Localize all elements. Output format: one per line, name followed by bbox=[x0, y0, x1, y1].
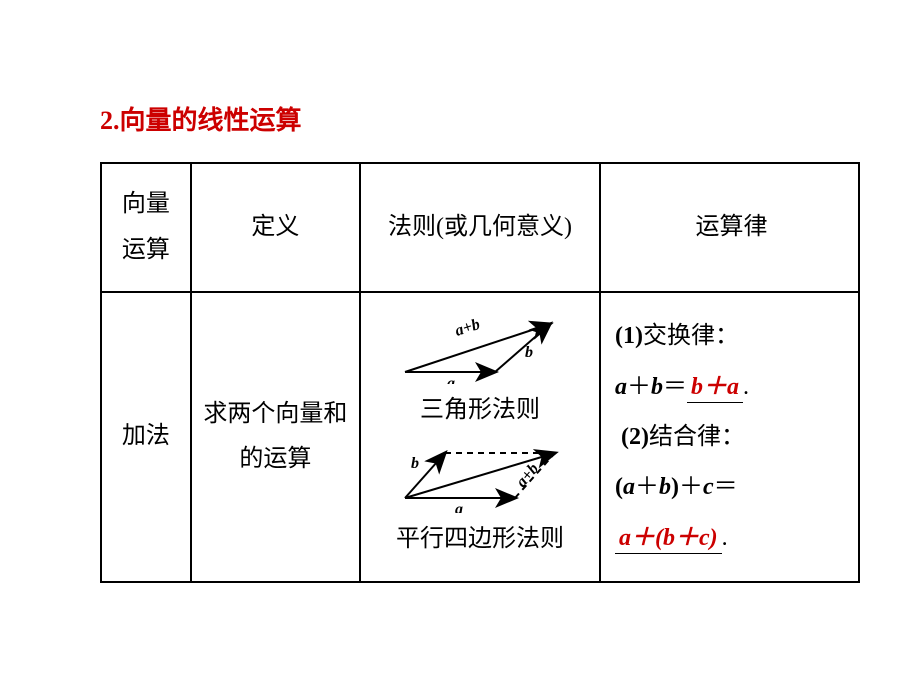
label-a2: a bbox=[455, 501, 463, 513]
triangle-caption: 三角形法则 bbox=[420, 388, 540, 434]
label-b2: b bbox=[411, 455, 419, 472]
cell-laws: (1)交换律： a＋b＝b＋a. (2)结合律： (a＋b)＋c＝ a＋(b＋c… bbox=[600, 292, 859, 582]
law1-name: 交换律： bbox=[643, 323, 739, 349]
law2-num: (2) bbox=[621, 424, 649, 450]
p1: . bbox=[743, 374, 749, 400]
eq1-b: b bbox=[651, 374, 663, 400]
eq1-eq: ＝ bbox=[663, 374, 687, 400]
law1-num: (1) bbox=[615, 323, 643, 349]
eq2-rhs: a＋(b＋c) bbox=[615, 525, 722, 554]
label-a: a bbox=[447, 375, 455, 384]
eq2-eq: ＝ bbox=[714, 474, 738, 500]
eq2-c: c bbox=[703, 474, 714, 500]
cell-definition: 求两个向量和的运算 bbox=[191, 292, 360, 582]
vector-ops-table: 向量运算 定义 法则(或几何意义) 运算律 加法 求两个向量和的运算 bbox=[100, 162, 860, 583]
header-operation: 向量运算 bbox=[101, 163, 191, 292]
eq1-a: a bbox=[615, 374, 627, 400]
eq2-open: ( bbox=[615, 474, 623, 500]
p2: . bbox=[722, 525, 728, 551]
eq2-plus2: ＋ bbox=[679, 474, 703, 500]
eq2-plus1: ＋ bbox=[635, 474, 659, 500]
triangle-rule-diagram: a b a+b bbox=[375, 312, 585, 384]
eq2-close: ) bbox=[671, 474, 679, 500]
eq1-rhs: b＋a bbox=[687, 374, 743, 403]
cell-operation: 加法 bbox=[101, 292, 191, 582]
parallelogram-rule-diagram: a b a+b bbox=[375, 438, 585, 513]
title-number: 2. bbox=[100, 106, 120, 135]
table-header-row: 向量运算 定义 法则(或几何意义) 运算律 bbox=[101, 163, 859, 292]
eq2-b: b bbox=[659, 474, 671, 500]
eq2-a: a bbox=[623, 474, 635, 500]
eq1-plus: ＋ bbox=[627, 374, 651, 400]
parallelogram-caption: 平行四边形法则 bbox=[396, 517, 564, 563]
header-rule: 法则(或几何意义) bbox=[360, 163, 600, 292]
title-text: 向量的线性运算 bbox=[120, 105, 302, 135]
section-title: 2.向量的线性运算 bbox=[100, 100, 840, 137]
table-row: 加法 求两个向量和的运算 bbox=[101, 292, 859, 582]
header-definition: 定义 bbox=[191, 163, 360, 292]
header-law: 运算律 bbox=[600, 163, 859, 292]
label-b: b bbox=[525, 344, 533, 361]
law2-name: 结合律： bbox=[649, 424, 745, 450]
label-ab: a+b bbox=[453, 316, 482, 340]
cell-rules: a b a+b 三角形法则 bbox=[360, 292, 600, 582]
